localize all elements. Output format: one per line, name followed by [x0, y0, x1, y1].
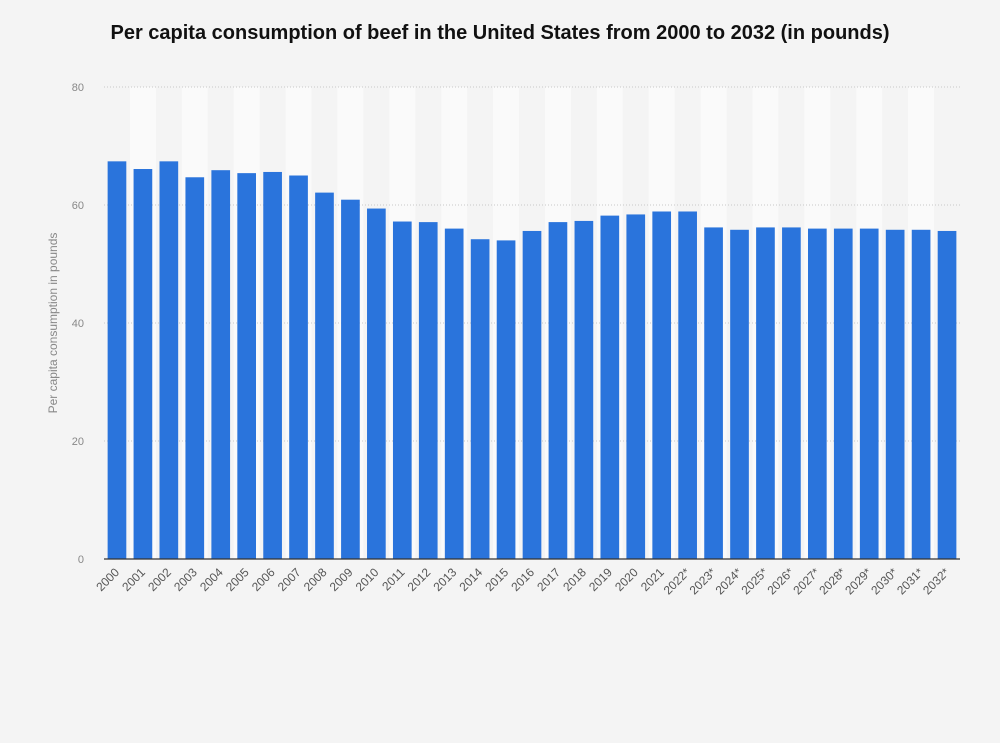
- bar[interactable]: [704, 227, 723, 560]
- bar[interactable]: [522, 230, 542, 559]
- chart-title: Per capita consumption of beef in the Un…: [110, 22, 890, 44]
- x-tick-label: 2028*: [816, 565, 848, 597]
- x-tick-label: 2023*: [687, 565, 719, 597]
- x-tick-label: 2026*: [764, 565, 796, 597]
- bar[interactable]: [418, 222, 438, 560]
- x-tick-label: 2005: [223, 565, 252, 594]
- bar[interactable]: [652, 211, 672, 560]
- bar[interactable]: [496, 240, 516, 559]
- bar[interactable]: [159, 161, 179, 559]
- x-tick-label: 2029*: [842, 565, 874, 597]
- x-tick-label: 2004: [197, 565, 226, 594]
- x-tick-label: 2027*: [790, 565, 822, 597]
- x-tick-label: 2022*: [661, 565, 693, 597]
- bar[interactable]: [756, 227, 775, 560]
- x-tick-label: 2006: [249, 565, 278, 594]
- bar[interactable]: [730, 229, 749, 559]
- x-tick-label: 2015: [482, 565, 511, 594]
- bar[interactable]: [133, 169, 153, 559]
- bar[interactable]: [548, 222, 568, 560]
- bar[interactable]: [937, 230, 957, 559]
- y-tick-label: 0: [78, 554, 84, 566]
- bar[interactable]: [211, 170, 231, 559]
- x-tick-label: 2010: [353, 565, 382, 594]
- x-tick-label: 2014: [456, 565, 485, 594]
- bar[interactable]: [807, 228, 827, 559]
- x-tick-label: 2003: [171, 565, 200, 594]
- x-tick-label: 2008: [301, 565, 330, 594]
- bar[interactable]: [626, 214, 646, 559]
- x-tick-label: 2007: [275, 565, 304, 594]
- x-tick-label: 2030*: [868, 565, 900, 597]
- x-tick-label: 2011: [379, 565, 407, 593]
- x-tick-label: 2031*: [894, 565, 926, 597]
- x-tick-label: 2020: [612, 565, 641, 594]
- bar[interactable]: [833, 228, 853, 559]
- x-tick-label: 2032*: [920, 565, 952, 597]
- x-axis-labels: 2000200120022003200420052006200720082009…: [93, 565, 952, 597]
- x-tick-label: 2017: [534, 565, 563, 594]
- x-tick-label: 2018: [560, 565, 589, 594]
- bar[interactable]: [600, 215, 620, 559]
- bar[interactable]: [392, 221, 412, 559]
- bar[interactable]: [185, 177, 205, 559]
- bar[interactable]: [859, 228, 879, 559]
- y-tick-label: 20: [72, 436, 84, 448]
- x-tick-label: 2000: [93, 565, 122, 594]
- y-axis-ticks: 0 20 40 60 80: [72, 82, 84, 566]
- y-tick-label: 60: [72, 200, 84, 212]
- bar[interactable]: [237, 173, 257, 559]
- bar[interactable]: [470, 239, 490, 559]
- y-axis-title: Per capita consumption in pounds: [46, 233, 60, 414]
- bar[interactable]: [911, 229, 931, 559]
- y-tick-label: 40: [72, 318, 84, 330]
- x-tick-label: 2025*: [738, 565, 770, 597]
- bar[interactable]: [289, 175, 308, 560]
- x-tick-label: 2013: [431, 565, 460, 594]
- bar[interactable]: [678, 211, 697, 560]
- bar[interactable]: [263, 171, 282, 559]
- y-tick-label: 80: [72, 82, 84, 94]
- bar[interactable]: [107, 161, 127, 559]
- x-tick-label: 2016: [508, 565, 537, 594]
- x-tick-label: 2019: [586, 565, 615, 594]
- bar[interactable]: [885, 229, 905, 559]
- bar[interactable]: [444, 228, 464, 559]
- x-tick-label: 2001: [119, 565, 148, 594]
- bar[interactable]: [315, 192, 334, 560]
- bar[interactable]: [574, 220, 594, 559]
- bars: [107, 161, 957, 560]
- x-tick-label: 2002: [145, 565, 174, 594]
- bar[interactable]: [782, 227, 801, 560]
- x-tick-label: 2024*: [713, 565, 745, 597]
- x-tick-label: 2012: [405, 565, 434, 594]
- x-tick-label: 2009: [327, 565, 356, 594]
- bar[interactable]: [367, 208, 386, 560]
- bar[interactable]: [341, 199, 360, 559]
